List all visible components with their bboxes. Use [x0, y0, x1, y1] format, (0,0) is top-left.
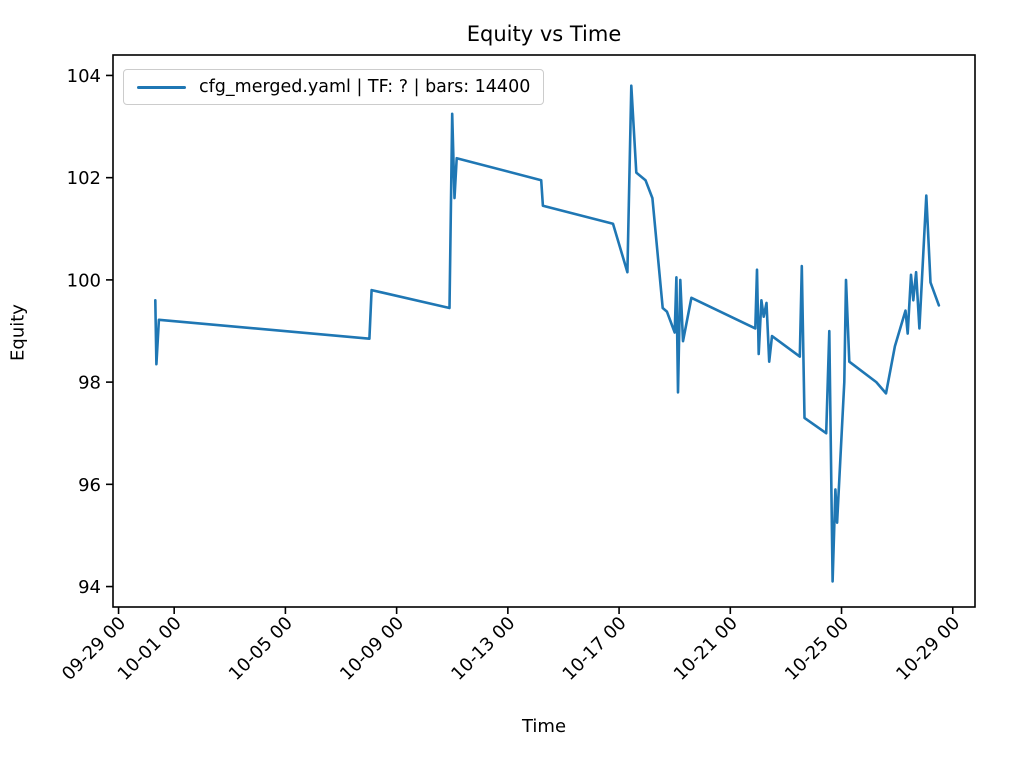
y-tick-label: 98 — [78, 373, 101, 394]
y-axis-label: Equity — [7, 304, 29, 361]
y-tick-label: 102 — [67, 168, 101, 189]
y-tick-label: 96 — [78, 475, 101, 496]
legend-label: cfg_merged.yaml | TF: ? | bars: 14400 — [199, 77, 531, 97]
x-axis-label: Time — [521, 716, 567, 737]
legend-box: cfg_merged.yaml | TF: ? | bars: 14400 — [123, 69, 545, 105]
y-tick-label: 104 — [67, 66, 101, 87]
x-tick-label: 10-05 00 — [225, 613, 297, 685]
y-tick-label: 100 — [67, 270, 101, 291]
chart-title: Equity vs Time — [466, 22, 622, 46]
equity-line — [154, 84, 941, 583]
axes-frame — [112, 54, 976, 608]
y-tick-label: 94 — [78, 577, 101, 598]
legend-line-icon — [137, 85, 186, 89]
x-tick-label: 10-13 00 — [447, 613, 519, 685]
x-tick-label: 10-09 00 — [336, 613, 408, 685]
x-tick-label: 10-21 00 — [670, 613, 742, 685]
x-tick-label: 10-17 00 — [559, 613, 631, 685]
x-tick-label: 10-29 00 — [892, 613, 964, 685]
x-tick-label: 10-25 00 — [781, 613, 853, 685]
